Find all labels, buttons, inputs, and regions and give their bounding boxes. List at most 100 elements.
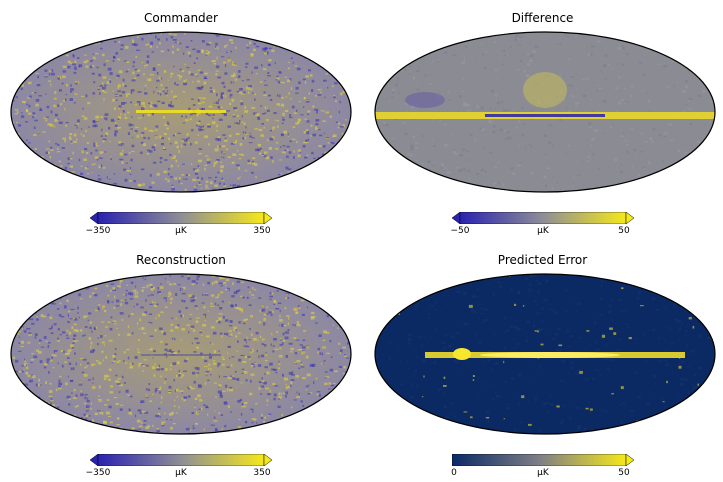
- speckle: [222, 134, 226, 136]
- speckle: [45, 282, 47, 284]
- speckle: [43, 431, 45, 434]
- speckle: [252, 160, 255, 163]
- speckle: [99, 151, 103, 155]
- speckle: [95, 115, 99, 119]
- speckle: [185, 178, 188, 180]
- speckle: [86, 400, 90, 403]
- speckle: [529, 54, 534, 57]
- speckle: [26, 165, 28, 169]
- speckle: [707, 401, 709, 404]
- speckle: [31, 69, 34, 71]
- speckle: [502, 49, 505, 52]
- speckle: [172, 422, 176, 425]
- speckle: [559, 43, 561, 46]
- speckle: [73, 424, 76, 427]
- speckle: [296, 417, 301, 419]
- speckle: [84, 167, 88, 170]
- speckle: [590, 143, 592, 147]
- speckle: [375, 95, 377, 98]
- speckle: [297, 154, 301, 158]
- speckle: [315, 94, 317, 97]
- speckle: [56, 340, 60, 342]
- speckle: [477, 341, 481, 344]
- speckle: [507, 109, 511, 111]
- speckle: [534, 299, 538, 303]
- speckle: [282, 180, 285, 183]
- speckle: [652, 127, 656, 131]
- speckle: [551, 187, 554, 190]
- speckle: [15, 423, 17, 426]
- speckle: [169, 143, 172, 145]
- speckle: [308, 384, 310, 387]
- speckle: [145, 44, 148, 46]
- speckle: [264, 51, 267, 55]
- speckle: [317, 351, 319, 354]
- speckle: [664, 185, 666, 188]
- speckle: [322, 276, 325, 278]
- speckle: [68, 398, 71, 400]
- speckle: [35, 383, 38, 387]
- speckle: [300, 362, 303, 364]
- speckle: [427, 317, 431, 319]
- speckle: [67, 357, 70, 359]
- speckle: [226, 110, 231, 112]
- speckle: [577, 174, 581, 177]
- speckle: [229, 134, 232, 137]
- speckle: [112, 98, 116, 102]
- speckle: [223, 85, 226, 89]
- speckle: [269, 295, 273, 298]
- speckle: [252, 410, 254, 413]
- speckle: [53, 354, 57, 357]
- speckle: [184, 32, 186, 35]
- speckle: [23, 368, 25, 371]
- speckle: [491, 398, 496, 401]
- speckle: [394, 118, 397, 121]
- speckle: [501, 63, 504, 66]
- speckle: [70, 344, 74, 347]
- speckle: [228, 302, 231, 304]
- speckle: [89, 65, 93, 69]
- speckle: [106, 176, 108, 179]
- speckle: [317, 189, 320, 192]
- speckle: [663, 359, 665, 362]
- speckle: [426, 44, 429, 47]
- speckle: [106, 81, 110, 84]
- speckle: [237, 340, 239, 343]
- speckle: [78, 383, 83, 386]
- speckle: [392, 395, 396, 399]
- speckle: [445, 289, 447, 292]
- speckle: [451, 335, 455, 339]
- speckle: [197, 99, 200, 102]
- speckle: [220, 285, 223, 287]
- speckle: [421, 396, 424, 398]
- speckle: [225, 284, 227, 287]
- speckle: [547, 410, 550, 413]
- speckle: [86, 152, 89, 154]
- speckle: [317, 156, 319, 159]
- speckle: [48, 169, 53, 173]
- speckle: [642, 275, 644, 278]
- speckle: [307, 432, 310, 434]
- speckle: [410, 148, 413, 151]
- speckle: [279, 94, 281, 98]
- speckle: [455, 332, 460, 335]
- speckle: [320, 90, 322, 94]
- speckle: [221, 150, 223, 154]
- speckle: [103, 63, 106, 67]
- speckle: [170, 329, 174, 332]
- speckle: [37, 131, 40, 133]
- speckle: [294, 363, 298, 365]
- speckle: [12, 145, 14, 147]
- speckle: [636, 297, 640, 300]
- speckle: [21, 326, 23, 330]
- speckle: [91, 292, 95, 295]
- speckle: [13, 100, 15, 102]
- speckle: [113, 107, 116, 110]
- panel-title: Difference: [511, 11, 574, 25]
- speckle: [482, 53, 484, 56]
- speckle: [574, 372, 577, 374]
- speckle: [138, 117, 142, 119]
- speckle: [159, 135, 162, 139]
- speckle: [196, 50, 201, 53]
- speckle: [108, 126, 111, 130]
